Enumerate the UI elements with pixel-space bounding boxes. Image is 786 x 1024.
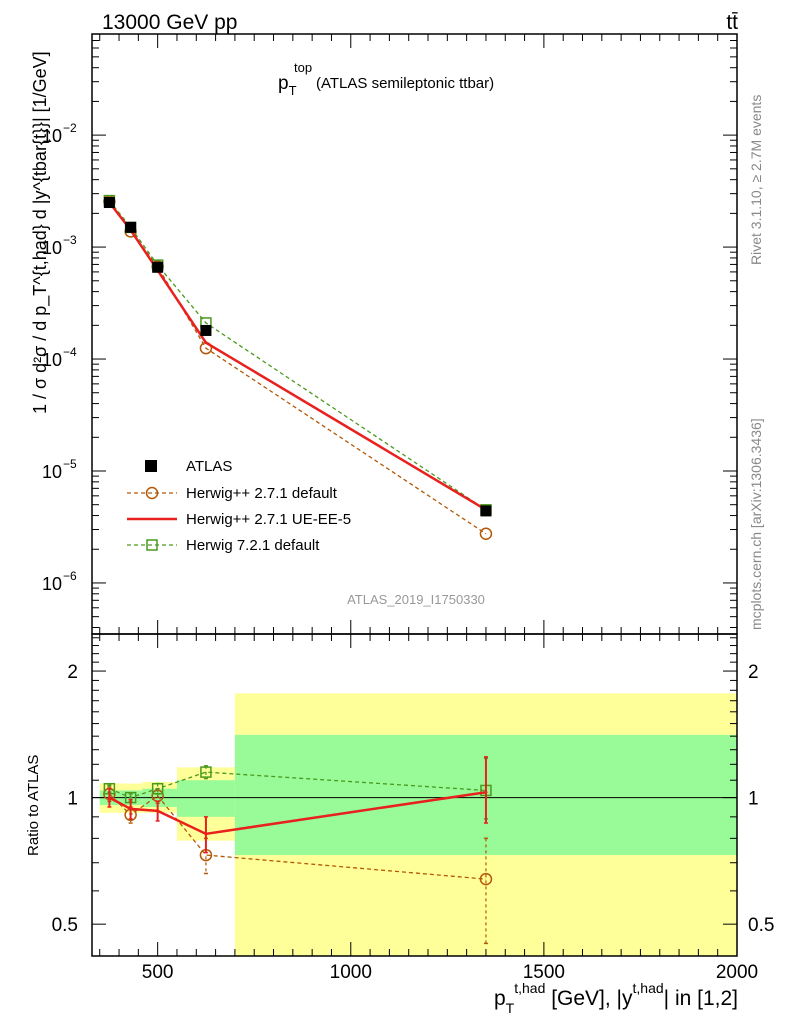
ratio-uncertainty-bands bbox=[99, 693, 738, 956]
data-point-atlas bbox=[480, 505, 492, 517]
y-tick-label-exp: −6 bbox=[63, 569, 77, 583]
y-tick-label: 10 bbox=[42, 238, 62, 258]
y-tick-label: 10 bbox=[42, 126, 62, 146]
y-tick-label-exp: −2 bbox=[63, 121, 77, 135]
data-point-herwigpp-ueee5 bbox=[204, 341, 208, 345]
x-axis-label: pTt,had [GeV], |yt,had| in [1,2] bbox=[494, 980, 738, 1016]
main-axis-ticks: 10−610−510−410−310−2 bbox=[42, 33, 738, 634]
x-tick-label: 1000 bbox=[330, 962, 372, 983]
ratio-y-tick-label-right: 0.5 bbox=[748, 915, 774, 936]
legend-label-atlas: ATLAS bbox=[186, 458, 232, 475]
series-line-3 bbox=[108, 200, 487, 511]
ratio-plot-frame bbox=[91, 633, 738, 957]
y-tick-label: 10 bbox=[42, 574, 62, 594]
x-axis-label-middle: [GeV], |y bbox=[545, 987, 633, 1010]
series-line-1 bbox=[108, 201, 487, 535]
band-inner bbox=[176, 780, 235, 817]
ratio-series-line-2 bbox=[109, 771, 486, 799]
y-tick-label: 10 bbox=[42, 462, 62, 482]
ratio-panel: 0.5 0.5 1 1 2 2 500 1000 1500 2000 Ratio to ATLAS… bbox=[25, 633, 774, 1016]
process-label: tt̄ bbox=[726, 11, 738, 34]
data-point-herwigpp-default bbox=[479, 527, 493, 541]
ratio-series-line-0 bbox=[108, 793, 487, 880]
ratio-y-tick-label-left: 0.5 bbox=[52, 915, 78, 936]
analysis-id-label: ATLAS_2019_I1750330 bbox=[347, 592, 485, 607]
y-tick-label-exp: −3 bbox=[63, 233, 77, 247]
main-y-axis-label: 1 / σ d²σ / d p_T^{t,had} d |y^{tbar{t}}… bbox=[30, 51, 51, 414]
legend-marker-atlas bbox=[145, 460, 157, 472]
legend-marker-herwig7-default bbox=[146, 539, 158, 551]
legend-label-herwig7-default: Herwig 7.2.1 default bbox=[186, 537, 320, 554]
x-axis-label-sup2: t,had bbox=[633, 980, 664, 996]
ratio-y-tick-label-left: 1 bbox=[67, 789, 78, 810]
ratio-series-group bbox=[103, 756, 493, 945]
series-line-2 bbox=[108, 201, 487, 511]
x-axis-label-sub: T bbox=[506, 1000, 515, 1016]
legend-marker-herwigpp-default bbox=[145, 486, 159, 500]
x-tick-label: 1500 bbox=[523, 962, 565, 983]
ratio-point-herwig7-default bbox=[151, 782, 164, 795]
x-tick-label: 500 bbox=[142, 962, 174, 983]
y-tick-label-exp: −4 bbox=[63, 345, 77, 359]
chart-title-base: p bbox=[278, 73, 289, 94]
ratio-y-tick-label-right: 1 bbox=[748, 789, 759, 810]
legend-label-herwigpp-default: Herwig++ 2.7.1 default bbox=[186, 485, 338, 502]
chart-title-rest: (ATLAS semileptonic ttbar) bbox=[316, 75, 494, 92]
energy-label: 13000 GeV pp bbox=[102, 11, 237, 34]
legend-label-herwigpp-ueee5: Herwig++ 2.7.1 UE-EE-5 bbox=[186, 511, 351, 528]
ratio-y-tick-label-right: 2 bbox=[748, 662, 759, 683]
data-point-atlas bbox=[152, 261, 164, 273]
main-series-group bbox=[103, 194, 493, 541]
chart-title-sub: T bbox=[289, 83, 297, 98]
main-panel: 10−610−510−410−310−2 pT top (ATLAS semil… bbox=[30, 33, 738, 635]
data-point-atlas bbox=[125, 221, 137, 233]
data-point-atlas bbox=[200, 324, 212, 336]
y-tick-label: 10 bbox=[42, 350, 62, 370]
ratio-point-herwigpp-default bbox=[479, 872, 493, 886]
mcplots-label: mcplots.cern.ch [arXiv:1306.3436] bbox=[748, 418, 764, 630]
x-tick-label: 2000 bbox=[716, 962, 758, 983]
chart-title-sup: top bbox=[294, 60, 312, 75]
y-tick-label-exp: −5 bbox=[63, 457, 77, 471]
chart-title: pT bbox=[278, 73, 297, 98]
rivet-version-label: Rivet 3.1.10, ≥ 2.7M events bbox=[748, 95, 764, 265]
data-point-atlas bbox=[103, 197, 115, 209]
x-axis-label-base: p bbox=[494, 987, 506, 1010]
ratio-point-herwigpp-ueee5 bbox=[107, 796, 111, 800]
ratio-point-herwigpp-ueee5 bbox=[484, 790, 488, 794]
ratio-axis-ticks: 0.5 0.5 1 1 2 2 500 1000 1500 2000 bbox=[52, 634, 774, 983]
ratio-point-herwigpp-ueee5 bbox=[156, 809, 160, 813]
ratio-point-herwig7-default bbox=[200, 766, 212, 778]
x-axis-label-end: | in [1,2] bbox=[664, 987, 738, 1010]
ratio-y-axis-label: Ratio to ATLAS bbox=[25, 755, 42, 856]
ratio-point-herwigpp-ueee5 bbox=[129, 807, 133, 811]
ratio-point-herwigpp-ueee5 bbox=[204, 832, 208, 836]
x-axis-label-sup: t,had bbox=[514, 980, 545, 996]
ratio-y-tick-label-left: 2 bbox=[67, 662, 78, 683]
legend: ATLAS Herwig++ 2.7.1 default Herwig++ 2.… bbox=[127, 458, 351, 554]
